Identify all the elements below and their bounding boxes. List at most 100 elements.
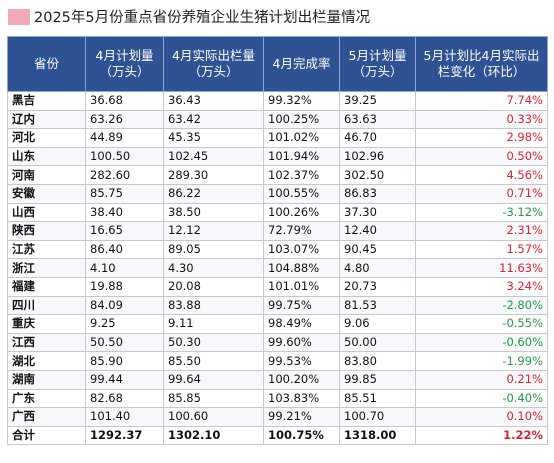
- header-province: 省份: [7, 36, 86, 92]
- cell-apr-actual: 45.35: [163, 128, 264, 148]
- cell-apr-plan: 63.26: [85, 109, 164, 130]
- cell-province: 安徽: [7, 183, 86, 204]
- table-row: 陕西 16.65 12.12 72.79% 12.40 2.31%: [7, 221, 548, 241]
- cell-apr-rate: 103.83%: [263, 388, 340, 409]
- cell-apr-actual: 20.08: [163, 276, 264, 297]
- cell-province: 四川: [7, 295, 86, 316]
- cell-apr-actual: 9.11: [163, 314, 264, 334]
- header-apr-rate: 4月完成率: [263, 36, 340, 92]
- cell-apr-rate: 99.53%: [263, 351, 340, 371]
- cell-mom-change: 0.21%: [415, 369, 548, 390]
- table-row: 江西 50.50 50.30 99.60% 50.00 -0.60%: [7, 332, 548, 353]
- cell-apr-rate: 99.75%: [263, 295, 340, 316]
- table-row: 广西 101.40 100.60 99.21% 100.70 0.10%: [7, 407, 548, 427]
- cell-apr-rate: 99.32%: [263, 91, 340, 111]
- cell-apr-plan: 101.40: [85, 407, 164, 427]
- cell-province: 江西: [7, 332, 86, 353]
- cell-province: 合计: [7, 425, 86, 446]
- cell-province: 河北: [7, 128, 86, 148]
- header-may-plan: 5月计划量（万头）: [339, 36, 416, 92]
- cell-apr-plan: 4.10: [85, 258, 164, 278]
- cell-may-plan: 83.80: [339, 351, 416, 371]
- cell-province: 广西: [7, 407, 86, 427]
- cell-province: 河南: [7, 165, 86, 185]
- header-mom-change: 5月计划比4月实际出栏变化（环比）: [415, 36, 548, 92]
- table-row: 山西 38.40 38.50 100.26% 37.30 -3.12%: [7, 202, 548, 223]
- cell-apr-actual: 289.30: [163, 165, 264, 185]
- cell-apr-rate: 101.02%: [263, 128, 340, 148]
- cell-apr-plan: 86.40: [85, 239, 164, 260]
- cell-apr-actual: 12.12: [163, 221, 264, 241]
- cell-may-plan: 37.30: [339, 202, 416, 223]
- header-apr-actual: 4月实际出栏量（万头）: [163, 36, 264, 92]
- cell-province: 重庆: [7, 314, 86, 334]
- cell-province: 山西: [7, 202, 86, 223]
- cell-may-plan: 50.00: [339, 332, 416, 353]
- table-row: 湖南 99.44 99.64 100.20% 99.85 0.21%: [7, 369, 548, 390]
- cell-mom-change: 2.98%: [415, 128, 548, 148]
- table-row: 山东 100.50 102.45 101.94% 102.96 0.50%: [7, 146, 548, 167]
- cell-apr-rate: 104.88%: [263, 258, 340, 278]
- cell-apr-rate: 98.49%: [263, 314, 340, 334]
- cell-may-plan: 20.73: [339, 276, 416, 297]
- cell-may-plan: 85.51: [339, 388, 416, 409]
- table-row: 江苏 86.40 89.05 103.07% 90.45 1.57%: [7, 239, 548, 260]
- cell-apr-rate: 102.37%: [263, 165, 340, 185]
- cell-apr-actual: 4.30: [163, 258, 264, 278]
- cell-province: 广东: [7, 388, 86, 409]
- cell-apr-rate: 100.55%: [263, 183, 340, 204]
- table-row: 河北 44.89 45.35 101.02% 46.70 2.98%: [7, 128, 548, 148]
- cell-mom-change: -0.40%: [415, 388, 548, 409]
- cell-may-plan: 302.50: [339, 165, 416, 185]
- table-row: 黑吉 36.68 36.43 99.32% 39.25 7.74%: [7, 91, 548, 111]
- cell-may-plan: 9.06: [339, 314, 416, 334]
- cell-province: 湖南: [7, 369, 86, 390]
- cell-mom-change: -2.80%: [415, 295, 548, 316]
- cell-apr-plan: 82.68: [85, 388, 164, 409]
- hog-output-table: 省份 4月计划量（万头） 4月实际出栏量（万头） 4月完成率 5月计划量（万头）…: [7, 36, 548, 446]
- cell-apr-actual: 50.30: [163, 332, 264, 353]
- table-row: 四川 84.09 83.88 99.75% 81.53 -2.80%: [7, 295, 548, 316]
- redacted-logo-block: [8, 9, 30, 25]
- cell-may-plan: 39.25: [339, 91, 416, 111]
- cell-mom-change: -0.60%: [415, 332, 548, 353]
- cell-apr-rate: 101.94%: [263, 146, 340, 167]
- cell-apr-plan: 84.09: [85, 295, 164, 316]
- table-row: 浙江 4.10 4.30 104.88% 4.80 11.63%: [7, 258, 548, 278]
- cell-apr-plan: 99.44: [85, 369, 164, 390]
- header-apr-plan: 4月计划量（万头）: [85, 36, 164, 92]
- cell-apr-rate: 99.60%: [263, 332, 340, 353]
- cell-mom-change: 7.74%: [415, 91, 548, 111]
- cell-may-plan: 4.80: [339, 258, 416, 278]
- cell-may-plan: 81.53: [339, 295, 416, 316]
- cell-province: 福建: [7, 276, 86, 297]
- cell-apr-rate: 101.01%: [263, 276, 340, 297]
- cell-apr-rate: 100.20%: [263, 369, 340, 390]
- cell-may-plan: 63.63: [339, 109, 416, 130]
- cell-mom-change: 1.22%: [415, 425, 548, 446]
- cell-may-plan: 46.70: [339, 128, 416, 148]
- cell-may-plan: 86.83: [339, 183, 416, 204]
- cell-apr-plan: 100.50: [85, 146, 164, 167]
- cell-province: 辽内: [7, 109, 86, 130]
- cell-apr-plan: 44.89: [85, 128, 164, 148]
- total-row: 合计 1292.37 1302.10 100.75% 1318.00 1.22%: [7, 425, 548, 446]
- table-row: 辽内 63.26 63.42 100.25% 63.63 0.33%: [7, 109, 548, 130]
- cell-apr-actual: 85.50: [163, 351, 264, 371]
- cell-mom-change: 2.31%: [415, 221, 548, 241]
- cell-apr-actual: 102.45: [163, 146, 264, 167]
- page-title: 2025年5月份重点省份养殖企业生猪计划出栏量情况: [34, 10, 371, 26]
- cell-province: 浙江: [7, 258, 86, 278]
- cell-apr-rate: 100.25%: [263, 109, 340, 130]
- cell-may-plan: 1318.00: [339, 425, 416, 446]
- cell-province: 江苏: [7, 239, 86, 260]
- cell-mom-change: -3.12%: [415, 202, 548, 223]
- table-row: 广东 82.68 85.85 103.83% 85.51 -0.40%: [7, 388, 548, 409]
- cell-mom-change: 0.10%: [415, 407, 548, 427]
- cell-apr-actual: 85.85: [163, 388, 264, 409]
- cell-may-plan: 100.70: [339, 407, 416, 427]
- cell-province: 山东: [7, 146, 86, 167]
- cell-apr-actual: 86.22: [163, 183, 264, 204]
- table-row: 河南 282.60 289.30 102.37% 302.50 4.56%: [7, 165, 548, 185]
- cell-apr-rate: 103.07%: [263, 239, 340, 260]
